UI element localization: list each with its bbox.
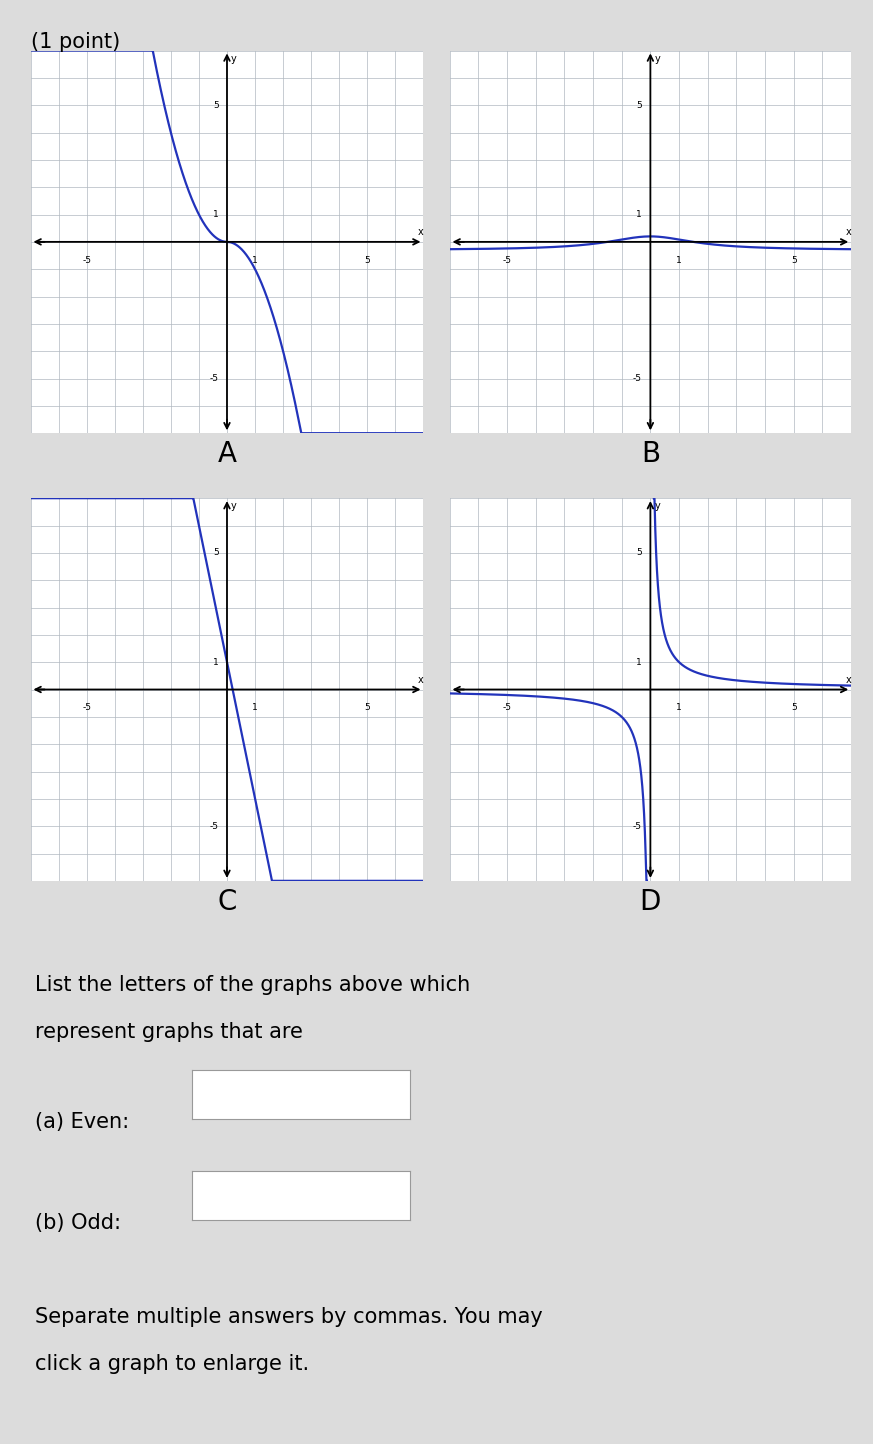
Text: y: y — [655, 53, 661, 64]
Text: Separate multiple answers by commas. You may: Separate multiple answers by commas. You… — [35, 1307, 543, 1327]
Text: y: y — [655, 501, 661, 511]
Text: 1: 1 — [636, 657, 642, 667]
Text: x: x — [417, 227, 423, 237]
Text: 5: 5 — [213, 101, 218, 110]
Text: (a) Even:: (a) Even: — [35, 1112, 129, 1132]
Text: D: D — [640, 888, 661, 915]
Text: -5: -5 — [82, 703, 91, 712]
Text: -5: -5 — [210, 374, 218, 383]
Text: 1: 1 — [213, 657, 218, 667]
Text: 1: 1 — [252, 703, 258, 712]
Text: -5: -5 — [82, 256, 91, 264]
Text: 5: 5 — [636, 101, 642, 110]
Text: 1: 1 — [636, 209, 642, 219]
Text: -5: -5 — [503, 256, 512, 264]
Text: List the letters of the graphs above which: List the letters of the graphs above whi… — [35, 975, 471, 995]
Text: 5: 5 — [791, 703, 797, 712]
Text: 5: 5 — [364, 256, 370, 264]
Text: (b) Odd:: (b) Odd: — [35, 1213, 121, 1233]
Text: 1: 1 — [677, 703, 682, 712]
Text: x: x — [845, 227, 851, 237]
Text: -5: -5 — [210, 822, 218, 830]
Text: 5: 5 — [636, 549, 642, 557]
Text: x: x — [417, 674, 423, 684]
Text: -5: -5 — [633, 822, 642, 830]
Text: -5: -5 — [633, 374, 642, 383]
Text: represent graphs that are: represent graphs that are — [35, 1022, 303, 1043]
Text: x: x — [845, 674, 851, 684]
Text: 1: 1 — [252, 256, 258, 264]
Text: y: y — [231, 53, 237, 64]
Text: 1: 1 — [213, 209, 218, 219]
Text: -5: -5 — [503, 703, 512, 712]
Text: 5: 5 — [364, 703, 370, 712]
Text: C: C — [217, 888, 237, 915]
Text: 1: 1 — [677, 256, 682, 264]
Text: B: B — [641, 440, 660, 468]
Text: click a graph to enlarge it.: click a graph to enlarge it. — [35, 1354, 309, 1375]
Text: (1 point): (1 point) — [31, 32, 120, 52]
Text: A: A — [217, 440, 237, 468]
Text: 5: 5 — [791, 256, 797, 264]
Text: y: y — [231, 501, 237, 511]
Text: 5: 5 — [213, 549, 218, 557]
